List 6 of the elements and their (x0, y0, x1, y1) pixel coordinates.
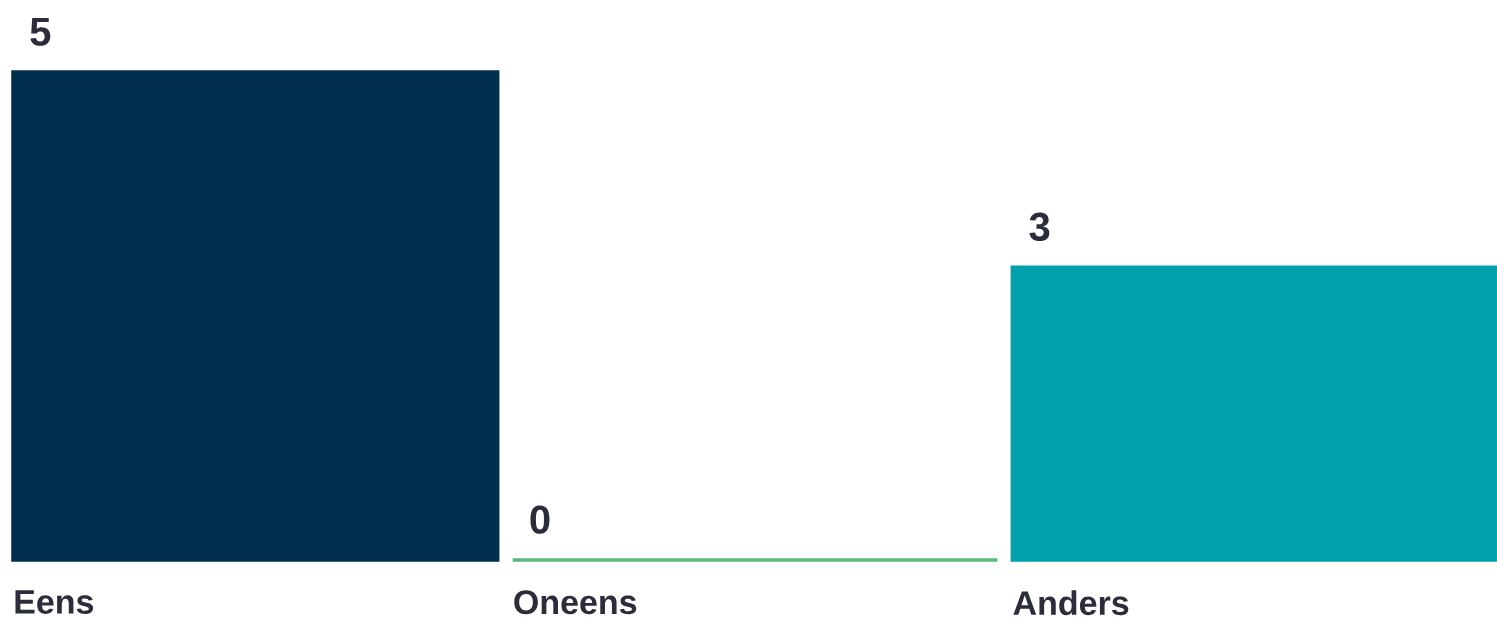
data-label: 0 (530, 505, 550, 534)
x-tick-label: Anders (1013, 590, 1129, 616)
data-label: 5 (30, 17, 51, 46)
x-tick-label: Oneens (514, 590, 637, 615)
data-label: 3 (1029, 212, 1050, 241)
x-tick-label: Eens (15, 590, 94, 614)
